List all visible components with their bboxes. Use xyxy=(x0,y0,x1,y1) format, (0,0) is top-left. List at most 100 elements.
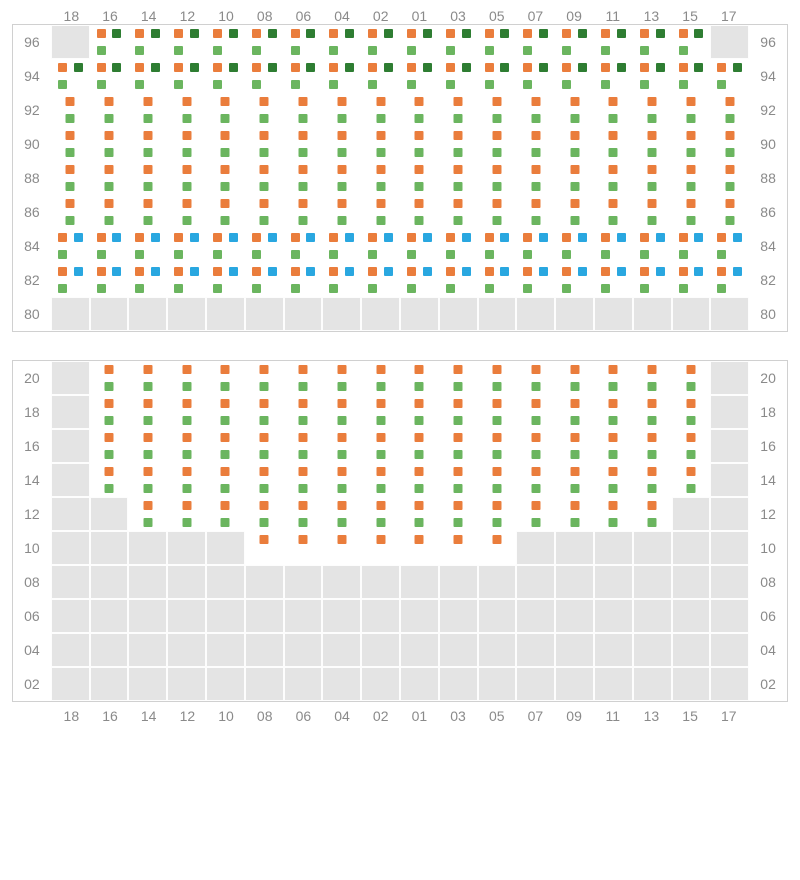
seat-cell[interactable] xyxy=(206,229,245,263)
seat-cell[interactable] xyxy=(672,127,711,161)
seat-cell[interactable] xyxy=(439,161,478,195)
seat-cell[interactable] xyxy=(555,195,594,229)
seat-cell[interactable] xyxy=(206,395,245,429)
seat-cell[interactable] xyxy=(90,395,129,429)
seat-cell[interactable] xyxy=(516,463,555,497)
seat-cell[interactable] xyxy=(594,161,633,195)
seat-cell[interactable] xyxy=(672,161,711,195)
seat-cell[interactable] xyxy=(710,59,749,93)
seat-cell[interactable] xyxy=(672,195,711,229)
seat-cell[interactable] xyxy=(322,161,361,195)
seat-cell[interactable] xyxy=(167,127,206,161)
seat-cell[interactable] xyxy=(245,229,284,263)
seat-cell[interactable] xyxy=(167,463,206,497)
seat-cell[interactable] xyxy=(672,395,711,429)
seat-cell[interactable] xyxy=(284,531,323,565)
seat-cell[interactable] xyxy=(167,59,206,93)
seat-cell[interactable] xyxy=(284,361,323,395)
seat-cell[interactable] xyxy=(167,93,206,127)
seat-cell[interactable] xyxy=(672,361,711,395)
seat-cell[interactable] xyxy=(90,429,129,463)
seat-cell[interactable] xyxy=(710,93,749,127)
seat-cell[interactable] xyxy=(710,195,749,229)
seat-cell[interactable] xyxy=(90,361,129,395)
seat-cell[interactable] xyxy=(710,161,749,195)
seat-cell[interactable] xyxy=(361,497,400,531)
seat-cell[interactable] xyxy=(594,229,633,263)
seat-cell[interactable] xyxy=(516,25,555,59)
seat-cell[interactable] xyxy=(51,161,90,195)
seat-cell[interactable] xyxy=(361,395,400,429)
seat-cell[interactable] xyxy=(400,429,439,463)
seat-cell[interactable] xyxy=(245,195,284,229)
seat-cell[interactable] xyxy=(400,395,439,429)
seat-cell[interactable] xyxy=(284,463,323,497)
seat-cell[interactable] xyxy=(672,229,711,263)
seat-cell[interactable] xyxy=(400,127,439,161)
seat-cell[interactable] xyxy=(361,195,400,229)
seat-cell[interactable] xyxy=(167,229,206,263)
seat-cell[interactable] xyxy=(128,25,167,59)
seat-cell[interactable] xyxy=(710,127,749,161)
seat-cell[interactable] xyxy=(672,59,711,93)
seat-cell[interactable] xyxy=(90,195,129,229)
seat-cell[interactable] xyxy=(322,93,361,127)
seat-cell[interactable] xyxy=(128,59,167,93)
seat-cell[interactable] xyxy=(555,361,594,395)
seat-cell[interactable] xyxy=(516,59,555,93)
seat-cell[interactable] xyxy=(439,361,478,395)
seat-cell[interactable] xyxy=(245,497,284,531)
seat-cell[interactable] xyxy=(478,161,517,195)
seat-cell[interactable] xyxy=(128,127,167,161)
seat-cell[interactable] xyxy=(322,229,361,263)
seat-cell[interactable] xyxy=(206,463,245,497)
seat-cell[interactable] xyxy=(555,93,594,127)
seat-cell[interactable] xyxy=(594,59,633,93)
seat-cell[interactable] xyxy=(594,263,633,297)
seat-cell[interactable] xyxy=(284,429,323,463)
seat-cell[interactable] xyxy=(478,263,517,297)
seat-cell[interactable] xyxy=(672,93,711,127)
seat-cell[interactable] xyxy=(128,195,167,229)
seat-cell[interactable] xyxy=(633,429,672,463)
seat-cell[interactable] xyxy=(90,25,129,59)
seat-cell[interactable] xyxy=(594,497,633,531)
seat-cell[interactable] xyxy=(90,263,129,297)
seat-cell[interactable] xyxy=(478,497,517,531)
seat-cell[interactable] xyxy=(439,497,478,531)
seat-cell[interactable] xyxy=(672,463,711,497)
seat-cell[interactable] xyxy=(400,195,439,229)
seat-cell[interactable] xyxy=(516,263,555,297)
seat-cell[interactable] xyxy=(555,497,594,531)
seat-cell[interactable] xyxy=(439,93,478,127)
seat-cell[interactable] xyxy=(361,127,400,161)
seat-cell[interactable] xyxy=(672,263,711,297)
seat-cell[interactable] xyxy=(167,395,206,429)
seat-cell[interactable] xyxy=(206,429,245,463)
seat-cell[interactable] xyxy=(245,161,284,195)
seat-cell[interactable] xyxy=(400,59,439,93)
seat-cell[interactable] xyxy=(478,463,517,497)
seat-cell[interactable] xyxy=(322,361,361,395)
seat-cell[interactable] xyxy=(633,25,672,59)
seat-cell[interactable] xyxy=(51,93,90,127)
seat-cell[interactable] xyxy=(633,463,672,497)
seat-cell[interactable] xyxy=(51,127,90,161)
seat-cell[interactable] xyxy=(672,429,711,463)
seat-cell[interactable] xyxy=(206,195,245,229)
seat-cell[interactable] xyxy=(51,59,90,93)
seat-cell[interactable] xyxy=(478,25,517,59)
seat-cell[interactable] xyxy=(128,361,167,395)
seat-cell[interactable] xyxy=(594,395,633,429)
seat-cell[interactable] xyxy=(284,127,323,161)
seat-cell[interactable] xyxy=(167,361,206,395)
seat-cell[interactable] xyxy=(361,463,400,497)
seat-cell[interactable] xyxy=(245,25,284,59)
seat-cell[interactable] xyxy=(478,59,517,93)
seat-cell[interactable] xyxy=(400,361,439,395)
seat-cell[interactable] xyxy=(284,395,323,429)
seat-cell[interactable] xyxy=(672,25,711,59)
seat-cell[interactable] xyxy=(633,59,672,93)
seat-cell[interactable] xyxy=(322,127,361,161)
seat-cell[interactable] xyxy=(206,93,245,127)
